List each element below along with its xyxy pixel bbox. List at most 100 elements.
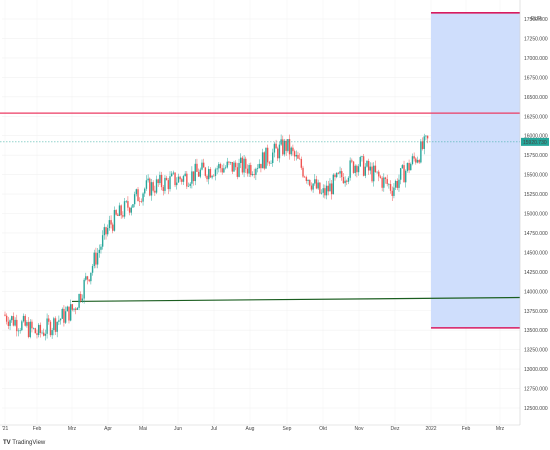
candle-body	[228, 161, 230, 163]
y-tick-label: 13750.000	[524, 309, 548, 315]
candle-body	[81, 298, 84, 301]
candle-body	[125, 201, 127, 202]
candle-body	[312, 183, 314, 190]
candle-body	[362, 156, 365, 176]
candle-body	[85, 276, 87, 280]
candle-body	[68, 306, 70, 321]
candle-body	[386, 179, 388, 185]
tradingview-logo-icon: TV	[3, 440, 11, 446]
candle-body	[364, 166, 367, 176]
candle-body	[359, 157, 361, 167]
candle-body	[142, 193, 144, 202]
candle-body	[66, 306, 68, 312]
candle-body	[361, 156, 363, 158]
candle-body	[366, 160, 368, 167]
candle-body	[83, 279, 85, 299]
candle-body	[256, 168, 259, 169]
candle-body	[248, 165, 250, 174]
candle-body	[374, 165, 377, 173]
candle-body	[164, 177, 166, 191]
candle-body	[179, 176, 181, 180]
candle-body	[346, 180, 348, 182]
candle-body	[334, 174, 336, 178]
candle-body	[384, 177, 387, 180]
candle-body	[204, 167, 207, 176]
candle-body	[231, 162, 233, 172]
y-tick-label: 15500.000	[524, 173, 548, 179]
candle-body	[398, 179, 400, 188]
candle-body	[17, 330, 20, 332]
candle-body	[91, 266, 94, 273]
candle-body	[46, 318, 48, 334]
candle-body	[73, 308, 75, 310]
candle-body	[418, 159, 420, 163]
candle-body	[253, 174, 255, 175]
tradingview-logo[interactable]: TV TradingView	[3, 440, 45, 446]
time-axis[interactable]: '21 Feb Mrz Apr Mai Jun Jul Aug Sep Okt Nov Dez 2022…	[0, 424, 520, 432]
x-tick-label: Okt	[319, 426, 327, 432]
candle-body	[265, 147, 267, 169]
x-tick-label: Apr	[104, 426, 112, 432]
x-tick-label: Feb	[33, 426, 42, 432]
candle-body	[261, 152, 264, 169]
candle-body	[174, 172, 176, 186]
candle-body	[329, 183, 331, 192]
candle-body	[287, 139, 289, 151]
candle-body	[297, 154, 299, 159]
candle-body	[37, 324, 40, 335]
currency-label: EUR	[531, 16, 542, 22]
candle-body	[394, 180, 397, 188]
candle-body	[186, 173, 188, 187]
y-tick-label: 14500.000	[524, 250, 548, 256]
candle-body	[241, 157, 244, 173]
price-axis[interactable]: 17500.000 17250.000 17000.000 16750.000 1650…	[519, 0, 548, 425]
y-tick-label: 15750.000	[524, 153, 548, 159]
x-tick-label: Mrz	[496, 426, 505, 432]
candle-body	[209, 169, 212, 178]
candle-body	[213, 175, 215, 177]
candle-body	[133, 194, 136, 205]
candle-body	[80, 294, 82, 301]
candle-body	[396, 180, 398, 188]
candle-body	[192, 171, 195, 182]
candle-body	[135, 189, 138, 195]
candle-body	[376, 171, 378, 173]
candle-body	[268, 162, 271, 164]
candle-body	[51, 330, 53, 336]
candle-body	[58, 320, 60, 322]
candle-body	[221, 168, 223, 173]
y-tick-label: 17250.000	[524, 36, 548, 42]
candle-body	[44, 333, 47, 336]
candle-body	[112, 224, 114, 231]
candle-body	[344, 180, 346, 184]
candle-body	[288, 139, 291, 155]
y-tick-label: 15250.000	[524, 192, 548, 198]
candle-body	[234, 162, 237, 168]
candle-body	[369, 166, 372, 171]
candle-body	[305, 177, 308, 181]
y-tick-label: 13250.000	[524, 348, 548, 354]
candle-body	[93, 252, 95, 267]
candle-body	[349, 160, 351, 178]
candle-body	[118, 205, 121, 216]
candle-body	[27, 322, 30, 338]
x-tick-label: Nov	[355, 426, 364, 432]
candle-body	[26, 322, 28, 326]
candle-body	[315, 179, 318, 189]
candle-body	[199, 169, 202, 177]
candle-body	[32, 328, 35, 329]
candle-body	[293, 151, 296, 157]
candle-body	[292, 147, 294, 152]
candle-body	[157, 179, 159, 184]
target-zone	[431, 12, 520, 328]
candle-body	[233, 162, 235, 172]
candle-body	[177, 176, 180, 183]
last-price-label-text: 15920.730	[523, 140, 547, 146]
candle-body	[300, 158, 303, 168]
candle-body	[389, 184, 392, 191]
candle-body	[194, 163, 196, 182]
candle-body	[132, 204, 134, 208]
candle-body	[49, 321, 52, 336]
candle-body	[421, 141, 424, 149]
